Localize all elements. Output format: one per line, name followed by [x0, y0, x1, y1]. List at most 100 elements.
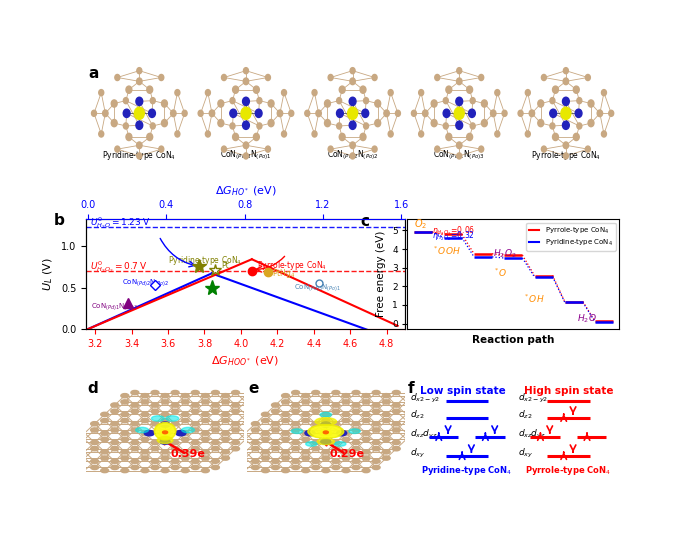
Ellipse shape — [352, 409, 360, 413]
Ellipse shape — [111, 440, 119, 445]
Ellipse shape — [115, 74, 120, 80]
Ellipse shape — [211, 465, 219, 470]
Ellipse shape — [372, 465, 380, 470]
Ellipse shape — [232, 440, 239, 445]
Text: High spin state: High spin state — [524, 386, 613, 396]
Ellipse shape — [161, 412, 169, 416]
Text: 0.29e: 0.29e — [330, 449, 365, 459]
Ellipse shape — [281, 437, 290, 441]
Ellipse shape — [302, 469, 310, 472]
Ellipse shape — [362, 419, 370, 423]
Ellipse shape — [161, 419, 169, 423]
Ellipse shape — [232, 390, 239, 395]
Ellipse shape — [312, 403, 320, 407]
Ellipse shape — [211, 403, 219, 407]
Ellipse shape — [321, 439, 331, 444]
Ellipse shape — [372, 74, 377, 80]
Ellipse shape — [443, 123, 449, 129]
Ellipse shape — [181, 400, 189, 404]
Ellipse shape — [253, 134, 259, 141]
Text: CoN$_{(Pd)1}$N$_{(Po)3}$: CoN$_{(Pd)1}$N$_{(Po)3}$ — [92, 301, 139, 312]
Ellipse shape — [151, 390, 159, 395]
Ellipse shape — [209, 110, 215, 117]
Ellipse shape — [362, 431, 370, 435]
Text: $^*OH$: $^*OH$ — [523, 292, 545, 305]
Ellipse shape — [322, 394, 330, 398]
Ellipse shape — [383, 412, 390, 416]
Text: Pyridine-type CoN$_4$: Pyridine-type CoN$_4$ — [421, 464, 513, 477]
Ellipse shape — [222, 400, 229, 404]
Ellipse shape — [253, 86, 259, 93]
Ellipse shape — [151, 465, 159, 470]
Ellipse shape — [322, 456, 330, 460]
Ellipse shape — [111, 409, 119, 413]
X-axis label: Reaction path: Reaction path — [472, 334, 555, 345]
Text: $U^0_{H_2O}=1.23$ V: $U^0_{H_2O}=1.23$ V — [89, 216, 151, 231]
Ellipse shape — [243, 97, 249, 105]
Ellipse shape — [272, 459, 279, 463]
Ellipse shape — [292, 421, 299, 426]
Ellipse shape — [251, 428, 259, 432]
Ellipse shape — [302, 450, 310, 454]
Ellipse shape — [222, 450, 229, 454]
Ellipse shape — [191, 390, 200, 395]
Ellipse shape — [100, 437, 109, 441]
Text: e: e — [248, 381, 259, 396]
Ellipse shape — [111, 403, 119, 407]
Ellipse shape — [257, 98, 262, 104]
Ellipse shape — [162, 431, 168, 434]
Ellipse shape — [191, 459, 200, 463]
Ellipse shape — [136, 97, 142, 105]
Ellipse shape — [388, 131, 393, 137]
Ellipse shape — [175, 90, 180, 96]
Ellipse shape — [352, 390, 360, 395]
Ellipse shape — [251, 446, 259, 451]
Ellipse shape — [563, 97, 569, 105]
Ellipse shape — [222, 74, 226, 80]
Text: CoN$_{(Pd)3}$N$_{(Po)1}$: CoN$_{(Pd)3}$N$_{(Po)1}$ — [220, 149, 272, 162]
Y-axis label: $U_L$ (V): $U_L$ (V) — [42, 257, 55, 291]
Text: Low spin state: Low spin state — [420, 386, 506, 396]
Ellipse shape — [191, 421, 200, 426]
Ellipse shape — [342, 394, 350, 398]
Text: $d_{xz}d_{yz}$: $d_{xz}d_{yz}$ — [409, 427, 438, 441]
Ellipse shape — [302, 431, 310, 435]
Ellipse shape — [131, 465, 139, 470]
Ellipse shape — [363, 98, 369, 104]
Ellipse shape — [332, 459, 340, 463]
Text: CoN$_{(Pd)2}$N$_{(Po)2}$: CoN$_{(Pd)2}$N$_{(Po)2}$ — [122, 277, 170, 288]
Ellipse shape — [312, 440, 320, 445]
Ellipse shape — [191, 440, 200, 445]
Ellipse shape — [446, 134, 452, 141]
Ellipse shape — [266, 146, 270, 152]
Ellipse shape — [202, 431, 209, 435]
Ellipse shape — [171, 421, 179, 426]
Ellipse shape — [362, 400, 370, 404]
Ellipse shape — [251, 421, 259, 426]
Ellipse shape — [91, 446, 98, 451]
Ellipse shape — [552, 86, 559, 93]
Ellipse shape — [321, 422, 331, 427]
Ellipse shape — [491, 110, 496, 117]
Ellipse shape — [111, 119, 117, 127]
Ellipse shape — [141, 456, 149, 460]
Ellipse shape — [202, 419, 209, 423]
Ellipse shape — [232, 403, 239, 407]
Ellipse shape — [121, 437, 129, 441]
Ellipse shape — [541, 74, 546, 80]
Text: $d_{xy}$: $d_{xy}$ — [517, 447, 533, 460]
Ellipse shape — [482, 100, 487, 107]
Ellipse shape — [573, 134, 579, 141]
Ellipse shape — [575, 109, 582, 117]
Text: $U^0_{H_2O_2}=0.7$ V: $U^0_{H_2O_2}=0.7$ V — [89, 259, 148, 275]
Ellipse shape — [281, 400, 290, 404]
Ellipse shape — [388, 90, 393, 96]
Ellipse shape — [91, 440, 98, 445]
Ellipse shape — [162, 100, 167, 107]
Ellipse shape — [111, 465, 119, 470]
Ellipse shape — [372, 459, 380, 463]
Ellipse shape — [131, 428, 139, 432]
Ellipse shape — [91, 421, 98, 426]
Ellipse shape — [111, 428, 119, 432]
Legend: Pyrrole-type CoN$_4$, Pyridine-type CoN$_4$: Pyrrole-type CoN$_4$, Pyridine-type CoN$… — [526, 223, 616, 251]
